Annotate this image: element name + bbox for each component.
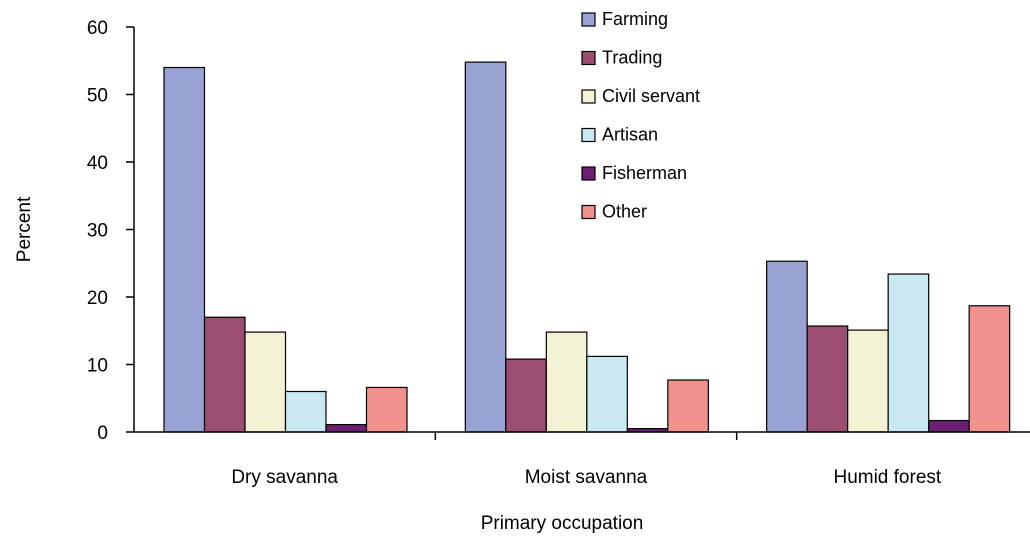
- legend-swatch-trading: [581, 50, 596, 66]
- legend-swatch-fisherman: [581, 166, 596, 181]
- x-category-label: Humid forest: [833, 467, 941, 488]
- bar-civil-servant-moist-savanna: [545, 331, 588, 433]
- bar-trading-dry-savanna: [203, 316, 246, 433]
- legend: Farming Trading Civil servant Artisan Fisher…: [581, 9, 700, 222]
- bar-farming-humid-forest: [766, 260, 808, 433]
- legend-label-other: Other: [602, 202, 647, 222]
- bar-fisherman-humid-forest: [928, 419, 970, 433]
- legend-label-fisherman: Fisherman: [602, 163, 687, 183]
- legend-label-trading: Trading: [602, 48, 662, 68]
- y-tick-label: 30: [87, 221, 108, 242]
- bar-fisherman-dry-savanna: [325, 423, 368, 433]
- legend-swatch-artisan: [581, 127, 596, 143]
- y-tick-label: 50: [87, 86, 108, 107]
- bar-other-moist-savanna: [667, 379, 709, 433]
- bar-artisan-humid-forest: [887, 273, 930, 433]
- y-tick-label: 60: [87, 18, 108, 39]
- legend-swatch-civil-servant: [581, 89, 596, 104]
- bar-other-dry-savanna: [365, 386, 408, 433]
- legend-label-farming: Farming: [602, 9, 668, 29]
- x-category-label: Moist savanna: [525, 467, 648, 488]
- legend-swatch-farming: [581, 12, 596, 27]
- legend-swatch-other: [581, 204, 596, 220]
- bar-civil-servant-dry-savanna: [244, 331, 287, 433]
- y-tick-label: 20: [87, 288, 108, 309]
- bar-artisan-dry-savanna: [284, 390, 327, 433]
- bar-other-humid-forest: [968, 305, 1011, 433]
- bar-civil-servant-humid-forest: [847, 329, 889, 433]
- y-axis-title: Percent: [14, 196, 35, 262]
- x-axis-title: Primary occupation: [481, 513, 644, 534]
- legend-label-civil-servant: Civil servant: [602, 86, 700, 106]
- bar-trading-humid-forest: [806, 325, 849, 433]
- bar-trading-moist-savanna: [505, 358, 547, 433]
- y-ticks-group: 0 10 20 30 40 50 60: [87, 18, 134, 444]
- y-tick-label: 40: [87, 153, 108, 174]
- y-tick-label: 10: [87, 356, 108, 377]
- bar-farming-moist-savanna: [464, 61, 507, 433]
- legend-label-artisan: Artisan: [602, 125, 658, 145]
- y-tick-label: 0: [97, 423, 108, 444]
- bars-group: [163, 61, 1011, 433]
- x-category-label: Dry savanna: [231, 467, 338, 488]
- bar-artisan-moist-savanna: [586, 355, 628, 433]
- x-ticks-group: Dry savanna Moist savanna Humid forest: [231, 432, 942, 488]
- bar-farming-dry-savanna: [163, 66, 206, 433]
